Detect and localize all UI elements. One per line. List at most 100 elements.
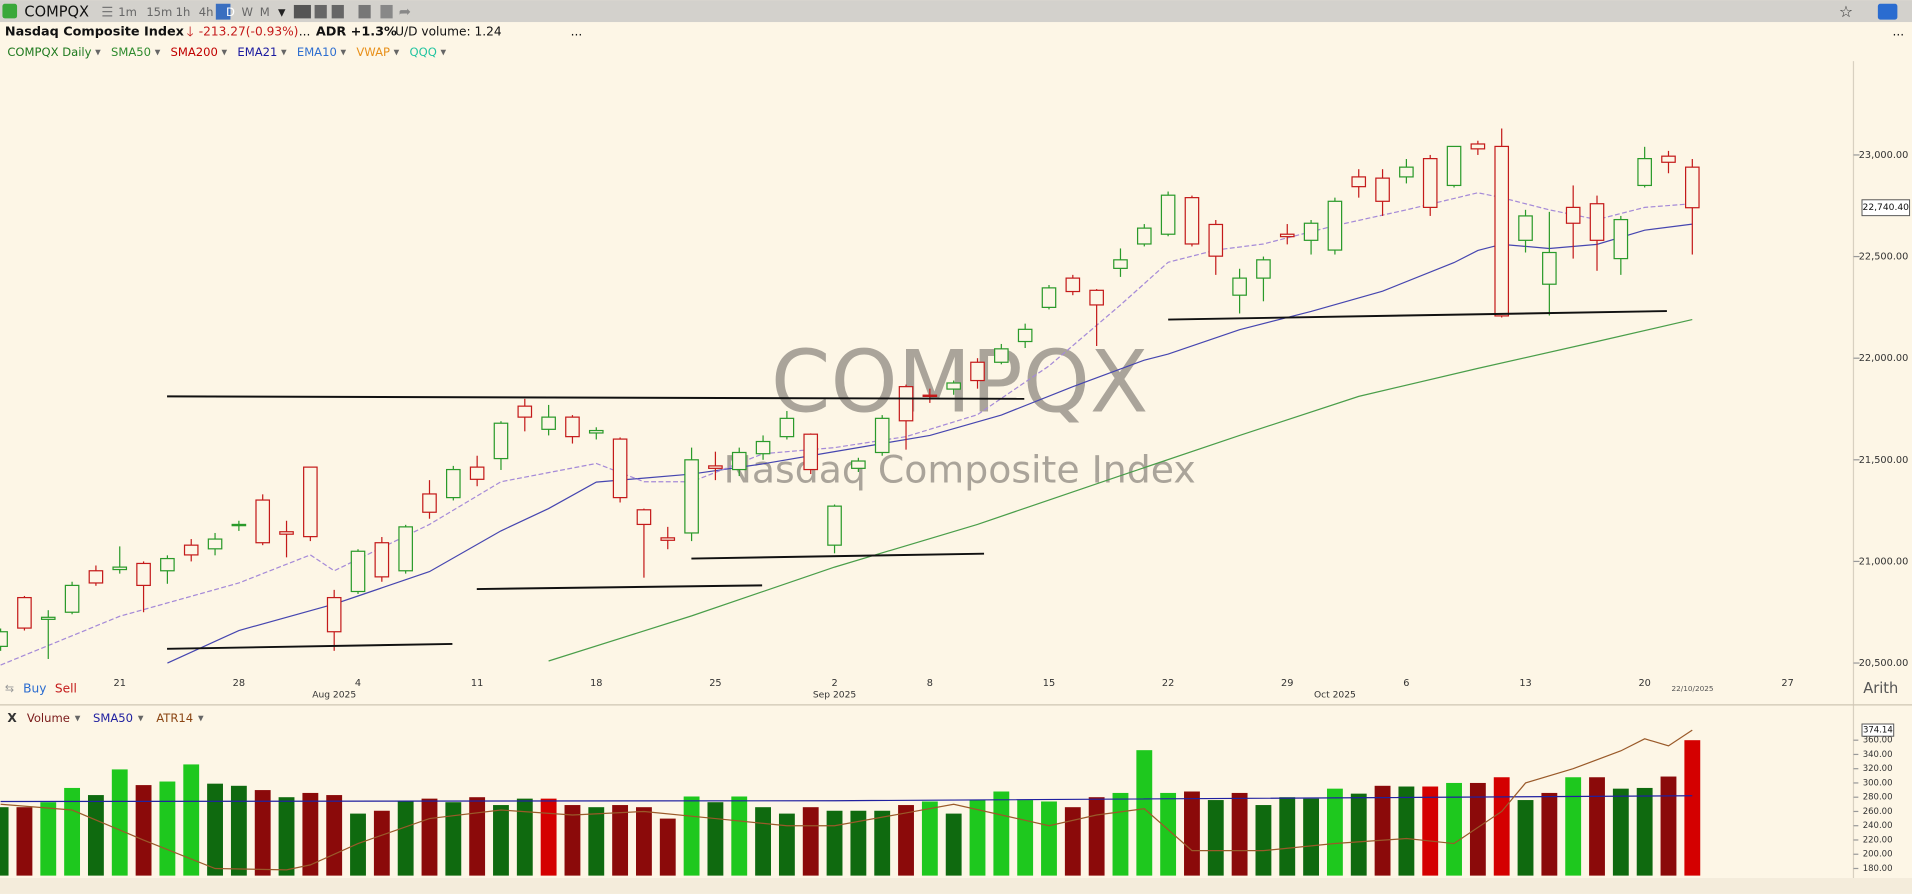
candle-body [970, 361, 985, 382]
candle-body [1684, 166, 1700, 209]
timeframe-button[interactable]: D [226, 5, 235, 19]
legend-dropdown[interactable]: ▼ [138, 713, 144, 722]
timeframe-button[interactable]: W [241, 5, 253, 19]
candle-body [636, 509, 652, 526]
legend-dropdown[interactable]: ▼ [341, 48, 347, 57]
volume-bar [850, 810, 867, 876]
timeframe-button[interactable]: M [260, 5, 270, 19]
volume-bar [921, 801, 938, 876]
timeframe-button[interactable]: 1m [118, 5, 137, 19]
trendline[interactable] [691, 552, 985, 560]
volume-bar [135, 785, 152, 876]
volume-bar [1231, 792, 1248, 876]
volume-bar [302, 792, 319, 876]
legend-item[interactable]: SMA50 [93, 711, 133, 725]
legend-dropdown[interactable]: ▼ [95, 48, 101, 57]
ellipsis[interactable]: ... [299, 24, 311, 38]
tool-icon[interactable] [293, 4, 311, 19]
close-pane-button[interactable]: X [7, 711, 17, 725]
legend-item[interactable]: EMA21 [237, 45, 277, 59]
candle-body [660, 537, 676, 541]
legend-item[interactable]: VWAP [356, 45, 390, 59]
tool-icon[interactable] [331, 4, 344, 19]
legend-dropdown[interactable]: ▼ [75, 713, 81, 722]
account-icon[interactable] [1877, 3, 1898, 20]
price-change: -213.27(-0.93%) [199, 24, 299, 38]
ellipsis[interactable]: ... [571, 24, 583, 38]
volume-bar [707, 802, 724, 876]
volume-bar [278, 797, 295, 876]
candle-body [708, 465, 723, 469]
candle-body [874, 417, 890, 454]
y-tick-label: 240.00 [1863, 821, 1893, 831]
trendline[interactable] [167, 395, 1025, 400]
y-tick-label: 320.00 [1863, 764, 1893, 774]
timeframe-dropdown[interactable]: ▼ [278, 7, 286, 18]
legend-dropdown[interactable]: ▼ [222, 48, 228, 57]
trendline[interactable] [167, 642, 453, 650]
volume-bar [207, 783, 223, 876]
buy-button[interactable]: Buy [23, 682, 46, 696]
sell-button[interactable]: Sell [55, 682, 77, 696]
candle-body [422, 493, 437, 513]
legend-item[interactable]: ATR14 [156, 711, 193, 725]
tool-icon[interactable] [358, 4, 371, 19]
x-month-label: Oct 2025 [1314, 691, 1356, 701]
legend-item[interactable]: COMPQX Daily [7, 45, 91, 59]
timeframe-button[interactable]: 4h [199, 5, 214, 19]
symbol[interactable]: COMPQX [24, 3, 89, 20]
candle-body [1089, 289, 1104, 306]
legend-item[interactable]: SMA50 [111, 45, 151, 59]
legend-item[interactable]: Volume [27, 711, 70, 725]
tool-icon[interactable] [380, 4, 393, 19]
timeframe-button[interactable]: 1h [176, 5, 191, 19]
add-icon[interactable] [2, 3, 18, 19]
candle-body [565, 416, 580, 438]
trendlines[interactable] [167, 310, 1667, 650]
legend-item[interactable]: QQQ [410, 45, 437, 59]
share-icon[interactable]: ➦ [399, 3, 411, 20]
timeframe-button[interactable]: 15m [146, 5, 172, 19]
toolbar [0, 0, 1912, 23]
legend-dropdown[interactable]: ▼ [441, 48, 447, 57]
candle-body [0, 631, 8, 647]
favorite-icon[interactable]: ☆ [1839, 2, 1853, 21]
volume-bar [1398, 786, 1415, 876]
candle-body [1279, 233, 1295, 238]
candle-body [1494, 145, 1510, 317]
menu-icon[interactable]: ☰ [101, 5, 113, 20]
trendline[interactable] [1168, 310, 1667, 321]
y-tick-label: 23,000.00 [1859, 150, 1909, 161]
volume-bar [230, 785, 247, 876]
candle-body [1422, 158, 1438, 209]
legend-item[interactable]: SMA200 [171, 45, 218, 59]
trendline[interactable] [476, 584, 763, 591]
legend-dropdown[interactable]: ▼ [281, 48, 287, 57]
candle-body [1518, 215, 1533, 241]
candle-body [350, 550, 366, 593]
last-value-box [1861, 723, 1895, 737]
volume-bar [1660, 776, 1677, 876]
volume-bar [1469, 782, 1486, 876]
y-tick-label: 20,500.00 [1859, 658, 1909, 669]
legend-dropdown[interactable]: ▼ [394, 48, 400, 57]
volume-bar [778, 813, 795, 876]
x-tick-label: 11 [471, 678, 483, 689]
active-timeframe-highlight [215, 3, 231, 20]
ellipsis[interactable]: ... [1892, 24, 1904, 38]
legend-item[interactable]: EMA10 [297, 45, 337, 59]
legend-dropdown[interactable]: ▼ [198, 713, 204, 722]
volume-bar [40, 802, 57, 876]
scale-mode[interactable]: Arith [1863, 680, 1898, 697]
volume-bar [1112, 792, 1129, 876]
candle-body [1327, 200, 1343, 251]
x-tick-label: 4 [355, 678, 361, 689]
tool-icon[interactable] [314, 4, 327, 19]
x-tick-label: 22 [1162, 678, 1174, 689]
legend-dropdown[interactable]: ▼ [155, 48, 161, 57]
x-tick-label: 25 [709, 678, 721, 689]
x-tick-label: 27 [1781, 678, 1793, 689]
x-tick-label: 21 [114, 678, 126, 689]
